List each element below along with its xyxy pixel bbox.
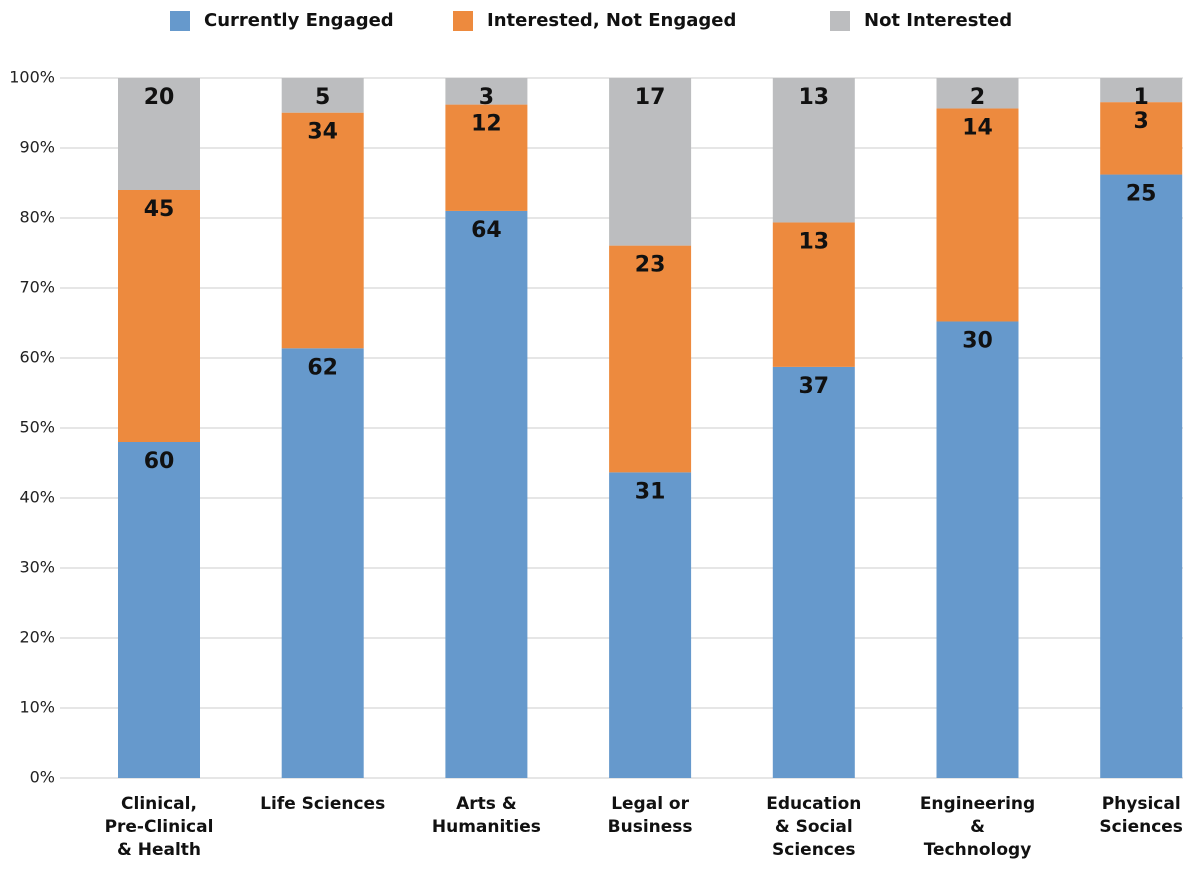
bar-segment	[936, 321, 1019, 778]
data-label: 45	[144, 197, 175, 222]
y-tick-label: 20%	[19, 628, 55, 647]
legend-swatch	[453, 11, 473, 31]
bar-segment	[1100, 78, 1183, 103]
data-label: 17	[635, 85, 666, 110]
data-label: 25	[1126, 182, 1157, 207]
data-label: 12	[471, 112, 502, 137]
bar-segment	[445, 210, 528, 779]
bar-segment	[936, 78, 1019, 109]
data-label: 13	[798, 229, 829, 254]
data-label: 14	[962, 115, 993, 140]
legend-label: Currently Engaged	[204, 10, 394, 31]
x-tick-label: Clinical, Pre-Clinical & Health	[104, 794, 214, 860]
bar-segment	[118, 442, 200, 778]
bar-segment	[609, 472, 692, 778]
bar-segment	[281, 78, 364, 113]
bar-segment	[118, 78, 200, 190]
data-label: 34	[307, 120, 338, 145]
data-label: 31	[635, 479, 666, 504]
y-tick-label: 0%	[30, 768, 55, 787]
x-tick-label: Physical Sciences	[1099, 794, 1183, 837]
x-tick-label: Legal or Business	[607, 794, 693, 837]
data-label: 30	[962, 328, 993, 353]
y-tick-label: 30%	[19, 558, 55, 577]
data-label: 64	[471, 218, 502, 243]
data-label: 23	[635, 253, 666, 278]
data-label: 62	[307, 355, 338, 380]
bar-segment	[609, 78, 692, 246]
bar-segment	[445, 104, 528, 211]
bar-segment	[772, 222, 855, 367]
bar-segment	[772, 78, 855, 223]
bar-segment	[772, 366, 855, 778]
y-tick-label: 60%	[19, 348, 55, 367]
bar-segment	[118, 190, 200, 442]
bar-segment	[1100, 174, 1183, 778]
y-tick-label: 80%	[19, 208, 55, 227]
y-tick-label: 100%	[9, 68, 55, 87]
data-label: 13	[798, 85, 829, 110]
bar-segment	[281, 348, 364, 778]
data-label: 37	[798, 374, 829, 399]
data-label: 2	[970, 85, 985, 110]
x-tick-label: Life Sciences	[260, 794, 386, 814]
bar-segment	[281, 112, 364, 349]
x-tick-label: Arts & Humanities	[431, 794, 541, 837]
legend-swatch	[170, 11, 190, 31]
y-tick-label: 40%	[19, 488, 55, 507]
data-label: 3	[479, 85, 494, 110]
data-label: 1	[1134, 85, 1149, 110]
x-tick-label: Education & Social Sciences	[766, 794, 862, 860]
legend-label: Not Interested	[864, 10, 1012, 31]
data-label: 20	[144, 85, 175, 110]
data-label: 5	[315, 85, 330, 110]
data-label: 3	[1134, 109, 1149, 134]
bar-segment	[936, 108, 1019, 322]
y-tick-label: 50%	[19, 418, 55, 437]
bar-segment	[1100, 102, 1183, 175]
data-label: 60	[144, 449, 175, 474]
y-tick-label: 70%	[19, 278, 55, 297]
y-tick-label: 90%	[19, 138, 55, 157]
legend-swatch	[830, 11, 850, 31]
y-tick-label: 10%	[19, 698, 55, 717]
bar-segment	[445, 78, 528, 105]
legend-label: Interested, Not Engaged	[487, 10, 736, 31]
bar-segment	[609, 245, 692, 473]
x-tick-label: Engineering & Technology	[919, 794, 1036, 860]
